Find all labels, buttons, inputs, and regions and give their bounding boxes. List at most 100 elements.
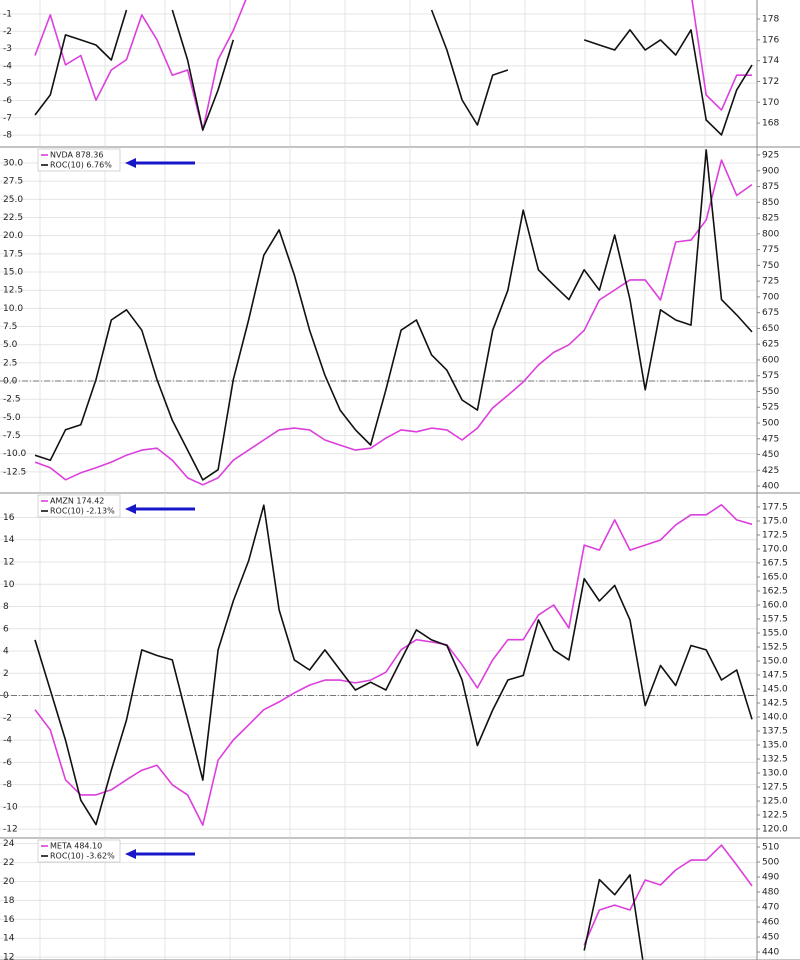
y-tick-label: -12.5 (3, 467, 26, 477)
y-tick-label: 8 (3, 602, 9, 612)
y2-tick-label: 147.5 (762, 671, 788, 681)
y2-tick-label: 725 (762, 277, 779, 287)
panel: -12-10-8-6-4-20246810121416 (0, 493, 757, 838)
y2-tick-label: 172 (762, 77, 779, 87)
y-tick-label: 20 (3, 877, 15, 887)
y2-tick-label: 135.0 (762, 741, 788, 751)
y-tick-label: -4 (3, 61, 12, 71)
y2-tick-label: 775 (762, 245, 779, 255)
y-tick-label: 12 (3, 953, 14, 960)
y-tick-label: 30.0 (3, 158, 23, 168)
y2-tick-label: 575 (762, 371, 779, 381)
arrow-head (125, 158, 136, 168)
y2-tick-label: 925 (762, 151, 779, 161)
y2-tick-label: 167.5 (762, 559, 788, 569)
y-tick-label: -2.5 (3, 395, 21, 405)
series-line (34, 159, 753, 486)
legend-label: AMZN 174.42 (50, 497, 104, 506)
y2-tick-label: 177.5 (762, 503, 788, 513)
y2-tick-label: 675 (762, 308, 779, 318)
series-line (34, 0, 752, 132)
y-tick-label: -8 (3, 131, 12, 141)
y2-tick-label: 127.5 (762, 783, 788, 793)
y-tick-label: 22.5 (3, 213, 23, 223)
y2-tick-label: 176 (762, 35, 779, 45)
legend-box (37, 494, 121, 518)
y-tick-label: 7.5 (3, 322, 17, 332)
y-tick-label: -3 (3, 44, 12, 54)
y2-tick-label: 900 (762, 166, 779, 176)
y-tick-label: 2.5 (3, 358, 17, 368)
y-tick-label: -7.5 (3, 431, 21, 441)
y-tick-label: -12 (3, 825, 18, 835)
y2-tick-label: 480 (762, 888, 779, 898)
y-tick-label: 25.0 (3, 195, 23, 205)
y-tick-label: -10.0 (3, 449, 27, 459)
y-tick-label: 2 (3, 669, 9, 679)
y-tick-label: -7 (3, 113, 12, 123)
series-line (34, 149, 753, 481)
y-tick-label: 16 (3, 513, 15, 523)
y-tick-label: -8 (3, 780, 12, 790)
y2-tick-label: 162.5 (762, 587, 788, 597)
y2-tick-label: 875 (762, 182, 779, 192)
legend-label: ROC(10) 6.76% (50, 161, 112, 170)
arrow-head (125, 849, 136, 859)
y-tick-label: 22 (3, 858, 14, 868)
y2-tick-label: 500 (762, 858, 779, 868)
legend-box (37, 839, 121, 863)
y2-tick-label: 120.0 (762, 825, 788, 835)
y2-tick-label: 475 (762, 434, 779, 444)
y2-tick-label: 650 (762, 324, 779, 334)
y-tick-label: 0.0 (3, 377, 18, 387)
y-tick-label: 10.0 (3, 304, 23, 314)
series-line (34, 504, 753, 826)
y-tick-label: -6 (3, 758, 12, 768)
y2-tick-label: 850 (762, 198, 779, 208)
y-tick-label: 27.5 (3, 177, 23, 187)
y2-tick-label: 122.5 (762, 811, 788, 821)
y2-tick-label: 750 (762, 261, 779, 271)
legend-label: META 484.10 (50, 842, 102, 851)
y2-tick-label: 130.0 (762, 769, 788, 779)
y2-tick-label: 600 (762, 355, 779, 365)
y-tick-label: 20.0 (3, 231, 23, 241)
y2-tick-label: 157.5 (762, 615, 788, 625)
y2-tick-label: 425 (762, 466, 779, 476)
y2-tick-label: 140.0 (762, 713, 788, 723)
y-tick-label: 10 (3, 580, 15, 590)
y2-tick-label: 160.0 (762, 601, 788, 611)
y2-tick-label: 460 (762, 918, 779, 928)
y2-tick-label: 400 (762, 482, 779, 492)
panel: 12 14 16 18 20 22 24 (0, 838, 757, 960)
y2-tick-label: 172.5 (762, 531, 788, 541)
legend-box (37, 148, 121, 172)
y-tick-label: -2 (3, 713, 12, 723)
y-tick-label: -5 (3, 79, 12, 89)
y2-tick-label: 510 (762, 843, 779, 853)
y2-tick-label: 550 (762, 387, 779, 397)
y2-tick-label: 150.0 (762, 657, 788, 667)
y-tick-label: 12.5 (3, 286, 23, 296)
y-tick-label: 12 (3, 558, 14, 568)
y2-tick-label: 500 (762, 419, 779, 429)
legend-label: ROC(10) -3.62% (50, 852, 115, 861)
series-line (583, 844, 753, 946)
y2-tick-label: 152.5 (762, 643, 788, 653)
y2-tick-label: 165.0 (762, 573, 788, 583)
y2-tick-label: 525 (762, 403, 779, 413)
y-tick-label: 14 (3, 934, 15, 944)
y-tick-label: -5.0 (3, 413, 21, 423)
y2-tick-label: 700 (762, 292, 779, 302)
series-line (34, 9, 753, 136)
y2-tick-label: 132.5 (762, 755, 788, 765)
y2-tick-label: 155.0 (762, 629, 788, 639)
y-tick-label: 18 (3, 896, 15, 906)
y-tick-label: -6 (3, 96, 12, 106)
y2-tick-label: 137.5 (762, 727, 788, 737)
